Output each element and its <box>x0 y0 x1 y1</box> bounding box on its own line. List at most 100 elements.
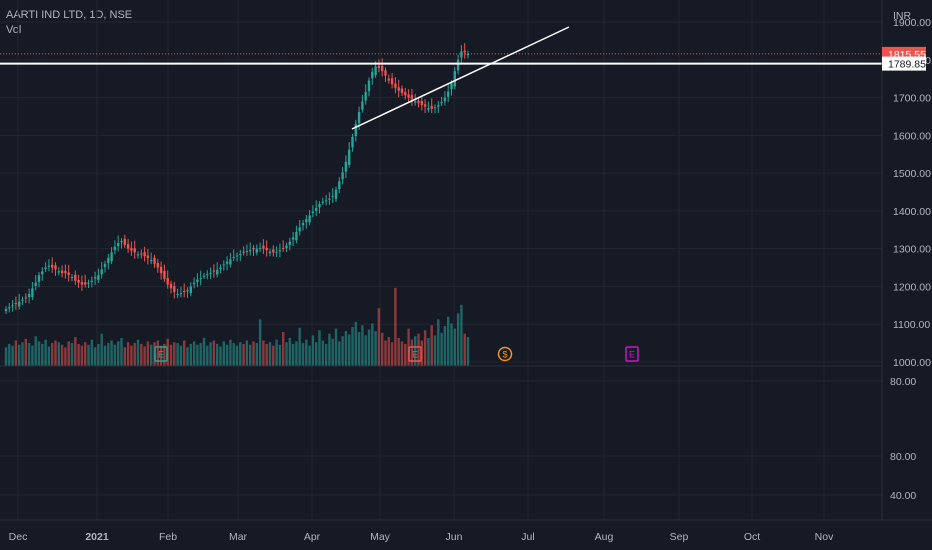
candle-body <box>321 201 324 203</box>
candle-body <box>315 207 318 211</box>
volume-bar <box>466 337 470 366</box>
candle-body <box>216 269 219 275</box>
candle-body <box>70 277 74 279</box>
trendline <box>351 26 570 130</box>
volume-bar <box>100 333 103 366</box>
candle-body <box>367 80 371 92</box>
volume-bar <box>11 345 14 366</box>
candle-body <box>179 293 183 295</box>
candle-body <box>390 78 394 85</box>
candle-body <box>206 274 209 276</box>
volume-bar <box>351 326 354 366</box>
candle-body <box>126 244 130 249</box>
indicator-tick-label: 40.00 <box>890 490 916 502</box>
candle-body <box>212 270 216 272</box>
candle-body <box>189 286 192 294</box>
candle-body <box>331 195 334 197</box>
candle-body <box>90 280 93 282</box>
candle-body <box>107 258 110 264</box>
candle-body <box>374 66 377 75</box>
candle-body <box>308 215 311 223</box>
x-tick-label: Jun <box>446 531 463 543</box>
volume-bar <box>308 345 311 366</box>
volume-bar <box>44 339 47 366</box>
volume-bar <box>331 338 334 366</box>
candle-body <box>265 247 268 251</box>
candle-body <box>150 260 153 262</box>
volume-bar <box>427 337 430 366</box>
candle-body <box>140 253 143 255</box>
volume-bar <box>212 340 216 366</box>
time-axis[interactable]: Dec 2021 Feb Mar Apr May Jun Jul Aug Sep Oct Nov <box>9 531 834 543</box>
volume-bar <box>216 343 219 366</box>
y-tick-label: 1500.00 <box>893 168 931 180</box>
volume-bar <box>64 347 67 366</box>
volume-bar <box>377 308 381 366</box>
x-tick-label: Apr <box>304 531 321 543</box>
price-axis[interactable]: 1900.001800.001700.001600.001500.001400.… <box>890 17 931 502</box>
volume-bar <box>437 319 440 366</box>
volume-bar <box>324 343 328 366</box>
volume-bar <box>74 337 77 366</box>
volume-bar <box>371 323 374 366</box>
candle-body <box>291 237 295 240</box>
volume-bar <box>107 343 110 366</box>
volume-bar <box>117 341 120 366</box>
volume-bar <box>311 335 315 366</box>
candles <box>4 43 470 315</box>
volume-bar <box>232 343 235 366</box>
candle-body <box>275 251 278 253</box>
candle-body <box>123 238 126 245</box>
x-tick-label: Aug <box>595 531 614 543</box>
volume-bar <box>34 336 37 366</box>
volume-bar <box>47 346 51 366</box>
volume-bar <box>222 341 225 366</box>
volume-bar <box>179 345 183 366</box>
candle-body <box>414 101 417 103</box>
candle-body <box>176 294 179 296</box>
candle-body <box>463 50 466 53</box>
volume-bar <box>67 341 70 366</box>
volume-bar <box>348 334 351 366</box>
volume-bar <box>456 313 460 366</box>
volume-bar <box>364 335 367 366</box>
candle-body <box>437 105 440 107</box>
volume-bar <box>229 339 232 366</box>
candle-body <box>183 290 186 293</box>
candle-body <box>120 241 123 243</box>
candle-body <box>456 59 460 71</box>
level-price-tag-label: 1789.85 <box>888 59 926 71</box>
candle-body <box>354 124 357 137</box>
volume-bar <box>275 339 278 366</box>
volume-bar <box>97 343 100 366</box>
volume-bar <box>285 342 288 366</box>
candle-body <box>169 283 173 289</box>
candle-body <box>225 261 229 264</box>
candle-body <box>239 253 242 255</box>
currency-label: INR <box>893 10 912 22</box>
candle-body <box>133 248 136 253</box>
volume-bar <box>453 328 456 366</box>
candle-body <box>404 92 407 96</box>
volume-bar <box>420 340 423 366</box>
volume-label: Vol <box>6 24 22 36</box>
candle-body <box>423 104 427 107</box>
volume-bar <box>136 339 140 366</box>
candle-body <box>232 256 235 258</box>
candle-body <box>14 303 18 305</box>
grid-lines <box>0 0 882 520</box>
volume-bar <box>235 345 239 366</box>
candle-body <box>235 255 239 257</box>
candle-body <box>196 279 199 282</box>
candle-body <box>159 266 163 274</box>
volume-bar <box>163 343 166 366</box>
candle-body <box>394 83 397 89</box>
candle-body <box>285 245 288 248</box>
x-tick-label: Nov <box>815 531 834 543</box>
candle-body <box>430 105 433 109</box>
candle-body <box>8 307 11 309</box>
x-tick-label: Mar <box>229 531 248 543</box>
candle-body <box>433 107 437 109</box>
candle-body <box>272 249 275 253</box>
